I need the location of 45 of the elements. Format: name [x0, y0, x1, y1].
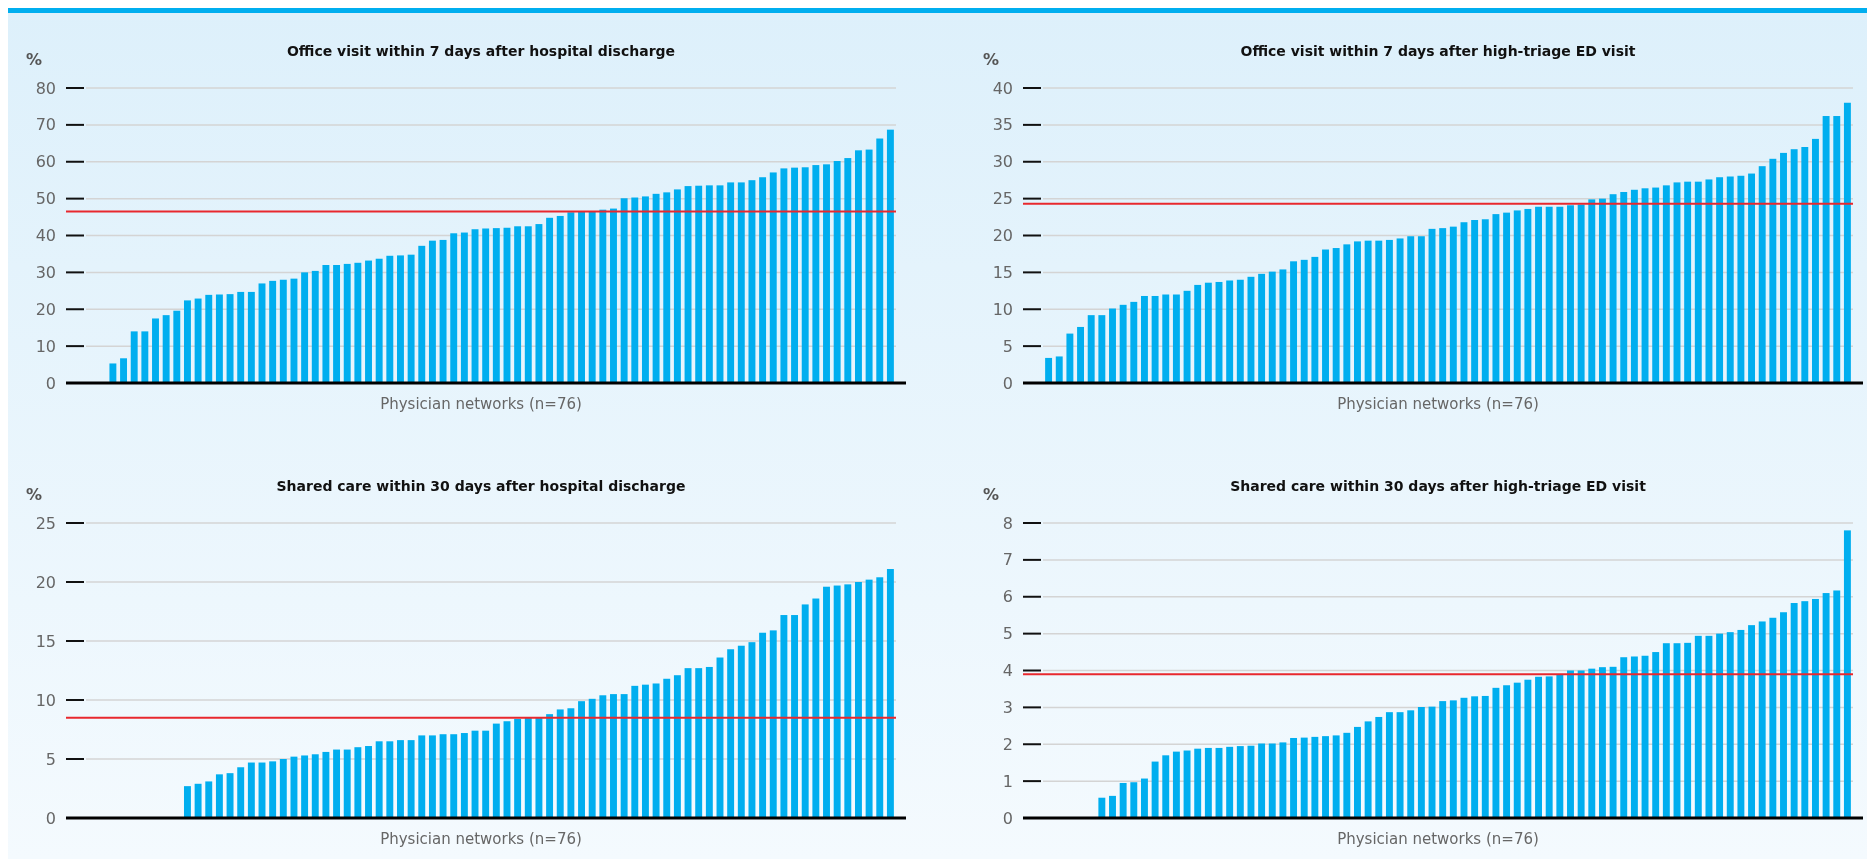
y-tick-label: 10 — [35, 336, 56, 356]
y-axis-title: % — [983, 485, 1000, 504]
y-tick-label: 35 — [992, 115, 1013, 135]
y-tick-label: 0 — [45, 808, 56, 828]
y-tick-label: 30 — [992, 152, 1013, 172]
y-tick-label: 15 — [992, 262, 1013, 282]
y-tick-label: 40 — [35, 226, 56, 246]
y-axis-title: % — [26, 485, 43, 504]
y-tick-label: 5 — [45, 749, 56, 769]
y-tick-label: 2 — [1002, 734, 1013, 754]
x-axis-title: Physician networks (n=76) — [1337, 830, 1539, 848]
chart-title: Shared care within 30 days after hospital discharge — [276, 478, 686, 494]
y-tick-label: 70 — [35, 115, 56, 135]
chart-title: Office visit within 7 days after hospital discharge — [286, 43, 676, 59]
x-axis-title: Physician networks (n=76) — [1337, 395, 1539, 413]
y-tick-label: 6 — [1002, 587, 1013, 607]
y-tick-label: 5 — [1002, 624, 1013, 644]
y-tick-label: 80 — [35, 78, 56, 98]
y-tick-label: 0 — [1002, 373, 1013, 393]
y-tick-label: 7 — [1002, 550, 1013, 570]
y-tick-label: 0 — [45, 373, 56, 393]
y-tick-label: 25 — [35, 513, 56, 533]
x-axis-title: Physician networks (n=76) — [380, 395, 582, 413]
y-tick-label: 0 — [1002, 808, 1013, 828]
y-tick-label: 50 — [35, 189, 56, 209]
y-tick-label: 8 — [1002, 513, 1013, 533]
y-tick-label: 30 — [35, 262, 56, 282]
y-tick-label: 60 — [35, 152, 56, 172]
y-tick-label: 5 — [1002, 336, 1013, 356]
chart-title: Shared care within 30 days after high-triage ED visit — [1230, 478, 1647, 494]
y-tick-label: 20 — [35, 299, 56, 319]
chart-title: Office visit within 7 days after high-triage ED visit — [1240, 43, 1636, 59]
y-tick-label: 20 — [992, 226, 1013, 246]
y-axis-title: % — [983, 50, 1000, 69]
x-axis-title: Physician networks (n=76) — [380, 830, 582, 848]
y-tick-label: 40 — [992, 78, 1013, 98]
y-tick-label: 20 — [35, 572, 56, 592]
y-tick-label: 25 — [992, 189, 1013, 209]
y-tick-label: 10 — [35, 690, 56, 710]
y-tick-label: 4 — [1002, 661, 1013, 681]
y-tick-label: 3 — [1002, 697, 1013, 717]
y-axis-title: % — [26, 50, 43, 69]
y-tick-label: 15 — [35, 631, 56, 651]
y-tick-label: 10 — [992, 299, 1013, 319]
y-tick-label: 1 — [1002, 771, 1013, 791]
